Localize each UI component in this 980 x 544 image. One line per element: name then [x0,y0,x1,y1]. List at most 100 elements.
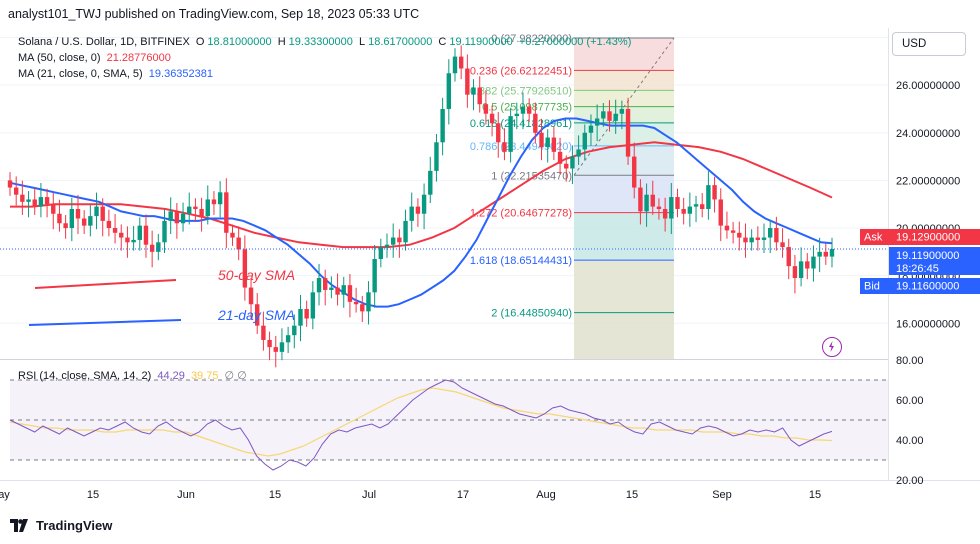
fib-zone [574,175,674,213]
candle-body [125,237,130,243]
candle-body [143,225,149,245]
trendline-drawings[interactable]: 50-day SMA 21-day SMA [0,248,888,326]
candle-body [372,258,377,293]
clock-icon[interactable] [822,337,842,357]
bid-label-bg [860,278,980,294]
candle-body [613,113,618,121]
ma21-line [9,117,833,308]
candle-body [440,108,445,143]
publisher-line: analyst101_TWJ published on TradingView.… [8,7,420,21]
time-tick-label: 15 [809,489,821,501]
candle-body [162,220,167,243]
rsi-tick-label: 40.00 [896,435,924,447]
candle-body [63,223,68,229]
candle-body [32,199,37,207]
fib-zone [574,37,674,71]
candle-body [421,194,427,214]
candle-body [687,206,693,214]
chart-canvas[interactable]: 0 (27.98220000) 0.236 (26.62122451) 0.382 … [0,28,980,514]
candle-body [131,239,136,243]
candle-body [199,208,204,217]
symbol-title: Solana / U.S. Dollar, 1D, BITFINEX [18,36,190,48]
candle-body [298,308,303,326]
fib-level-label: 2 (16.44850940) [491,308,572,320]
candle-body [761,237,767,240]
candle-body [489,113,495,124]
rsi-path [9,379,833,471]
price-tick-label: 22.00000000 [896,175,960,187]
candle-body [156,242,161,252]
candle-body [285,335,291,343]
candle-body [712,185,717,200]
candle-body [428,170,433,195]
candle-body [545,137,550,148]
candle-body [236,237,241,250]
candle-body [94,206,99,217]
fib-zone [574,260,674,313]
candle-body [508,116,513,152]
candle-body [465,68,470,95]
time-tick-label: ay [0,489,10,501]
candle-body [823,251,829,257]
ma50-value: 21.28776000 [106,52,171,64]
candle-body [619,108,625,114]
sma21-drawn-line [28,319,182,326]
fib-level-label: 1.272 (20.64677278) [470,208,572,220]
time-tick-label: Jun [177,489,195,501]
sma21-annotation: 21-day SMA [217,307,295,323]
low-label: L [358,36,366,48]
rsi-label: RSI (14, close, SMA, 14, 2) [18,370,152,382]
rsi-sma-value: 39.75 [190,370,219,382]
tradingview-footer[interactable]: TradingView [10,518,112,533]
candle-body [662,208,668,219]
candle-body [224,192,229,233]
candle-body [582,132,587,150]
currency-button[interactable]: USD [892,32,966,56]
candle-body [310,292,316,319]
fibonacci-retracement[interactable]: 0 (27.98220000) 0.236 (26.62122451) 0.382 … [470,33,675,359]
rsi-legend[interactable]: RSI (14, close, SMA, 14, 2) 44.29 39.75 … [18,369,250,382]
symbol-legend[interactable]: Solana / U.S. Dollar, 1D, BITFINEX O 18.8… [18,36,634,48]
candle-body [767,228,773,238]
fib-level-label: 1.618 (18.65144431) [470,255,572,267]
candle-body [230,232,235,238]
candle-body [409,206,414,221]
candle-body [248,287,254,305]
candle-body [669,197,674,219]
candle-body [390,237,396,245]
candle-body [403,220,408,243]
fib-zone [574,145,674,176]
price-tick-label: 16.00000000 [896,318,960,330]
open-value: 18.81000000 [207,36,272,48]
candle-body [149,244,155,252]
ma21-legend[interactable]: MA (21, close, 0, SMA, 5) 19.36352381 [18,68,216,80]
candle-body [13,187,19,195]
ma21-path [9,117,833,308]
candle-body [576,149,581,157]
candle-body [347,285,353,302]
fib-zone [574,312,674,359]
candle-body [434,142,439,171]
candle-body [675,197,680,209]
candle-body [255,304,260,326]
low-value: 18.61700000 [368,36,433,48]
candle-body [415,206,421,214]
candle-body [743,237,748,243]
ma50-legend[interactable]: MA (50, close, 0) 21.28776000 [18,52,174,64]
candle-body [625,108,631,157]
fib-zone [574,212,674,261]
candle-body [780,242,785,248]
candle-body [724,225,730,231]
candle-body [817,251,822,257]
candle-body [681,208,686,214]
close-label: C [438,36,447,48]
candle-body [323,278,328,290]
time-axis[interactable]: ay 15 Jun 15 Jul 17 Aug 15 Sep 15 [0,489,821,501]
rsi-axis[interactable]: 20.00 40.00 60.00 80.00 [896,355,924,487]
candle-body [644,194,649,212]
candle-body [749,237,754,243]
candle-body [180,213,186,224]
tradingview-logo-icon [10,519,28,532]
fib-level-label: 0.786 (23.44949020) [470,141,572,153]
candle-body [483,104,489,114]
